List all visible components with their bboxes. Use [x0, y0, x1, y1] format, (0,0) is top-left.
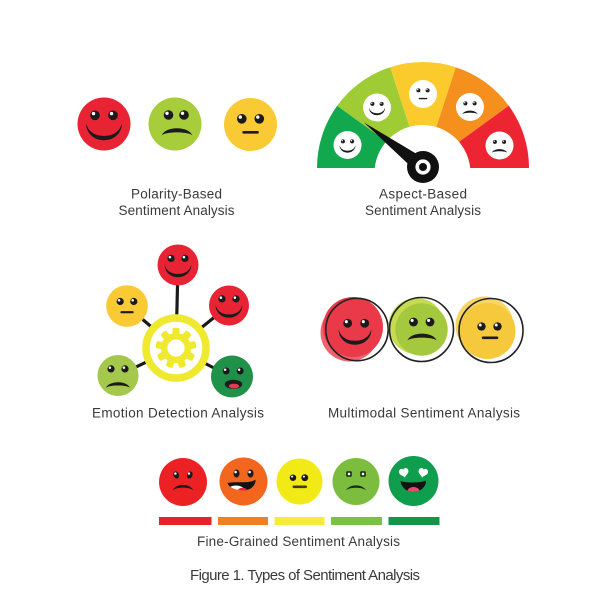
- svg-text:Figure 1. Types of Sentiment A: Figure 1. Types of Sentiment Analysis: [190, 567, 420, 584]
- svg-text:Fine-Grained Sentiment Analysi: Fine-Grained Sentiment Analysis: [197, 534, 400, 549]
- svg-text:Multimodal Sentiment Analysis: Multimodal Sentiment Analysis: [328, 405, 520, 420]
- svg-text:Polarity-Based: Polarity-Based: [131, 186, 222, 201]
- svg-text:Emotion Detection Analysis: Emotion Detection Analysis: [92, 406, 264, 421]
- svg-text:Aspect-Based: Aspect-Based: [379, 186, 467, 201]
- svg-text:Sentiment Analysis: Sentiment Analysis: [119, 203, 235, 218]
- svg-text:Sentiment Analysis: Sentiment Analysis: [365, 203, 481, 218]
